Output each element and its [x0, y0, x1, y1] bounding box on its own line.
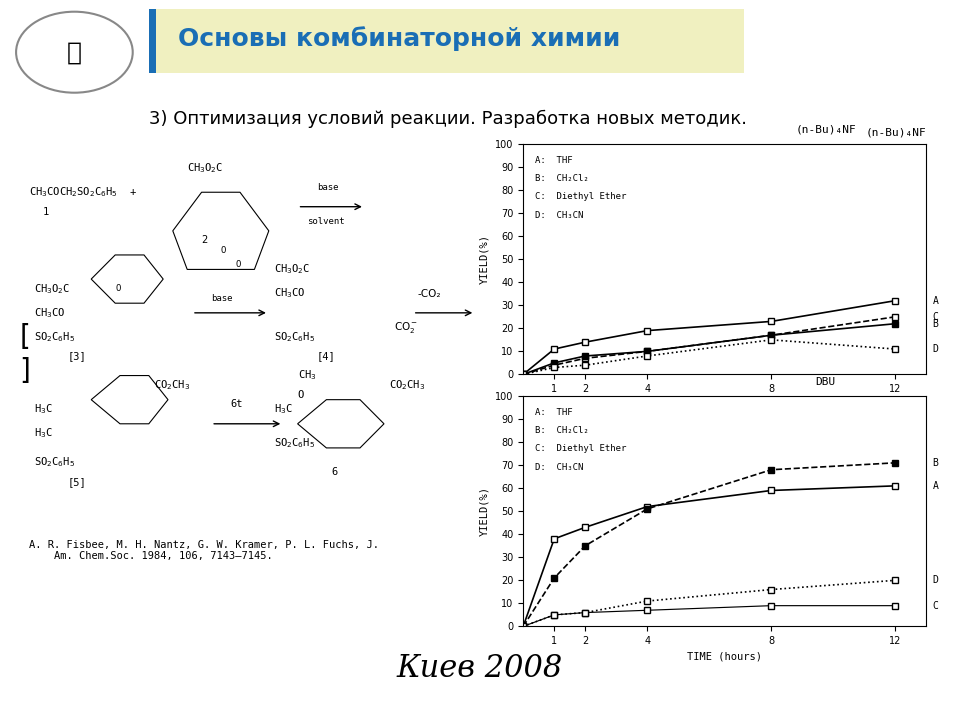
- Text: CO$_2$CH$_3$: CO$_2$CH$_3$: [389, 378, 425, 392]
- Text: CH$_3$COCH$_2$SO$_2$C$_6$H$_5$  +: CH$_3$COCH$_2$SO$_2$C$_6$H$_5$ +: [29, 185, 136, 199]
- Text: D:  CH₃CN: D: CH₃CN: [536, 463, 584, 472]
- Text: (n-Bu)₄NF: (n-Bu)₄NF: [795, 125, 856, 135]
- Text: CH$_3$CO: CH$_3$CO: [34, 306, 65, 320]
- Text: 6t: 6t: [230, 400, 243, 410]
- Text: ]: ]: [19, 356, 30, 384]
- Text: solvent: solvent: [307, 217, 345, 225]
- Text: H$_3$C: H$_3$C: [274, 402, 293, 416]
- Text: CH$_3$O$_2$C: CH$_3$O$_2$C: [34, 282, 70, 296]
- Text: D:  CH₃CN: D: CH₃CN: [536, 211, 584, 220]
- Text: (n-Bu)₄NF: (n-Bu)₄NF: [866, 127, 926, 138]
- Text: base: base: [211, 294, 232, 303]
- Text: 6: 6: [331, 467, 338, 477]
- Text: O: O: [115, 284, 121, 293]
- Text: O: O: [235, 260, 241, 269]
- Text: [3]: [3]: [67, 351, 86, 361]
- Text: C: C: [932, 312, 939, 322]
- Text: A. R. Fisbee, M. H. Nantz, G. W. Kramer, P. L. Fuchs, J.
    Am. Chem.Soc. 1984,: A. R. Fisbee, M. H. Nantz, G. W. Kramer,…: [29, 539, 379, 561]
- Text: D: D: [932, 344, 939, 354]
- Text: 3) Оптимизация условий реакции. Разработка новых методик.: 3) Оптимизация условий реакции. Разработ…: [149, 109, 747, 128]
- Text: Основы комбинаторной химии: Основы комбинаторной химии: [178, 27, 620, 51]
- Text: D: D: [932, 575, 939, 585]
- Text: O: O: [221, 246, 227, 255]
- Text: -CO₂: -CO₂: [418, 289, 441, 299]
- Y-axis label: YIELD(%): YIELD(%): [480, 486, 490, 536]
- X-axis label: TIME (hours): TIME (hours): [687, 652, 762, 662]
- Text: A: A: [932, 481, 939, 491]
- Text: [5]: [5]: [67, 477, 86, 487]
- Text: CH$_3$O$_2$C: CH$_3$O$_2$C: [274, 263, 310, 276]
- Text: [4]: [4]: [317, 351, 336, 361]
- Text: base: base: [317, 183, 338, 192]
- Text: 1: 1: [43, 207, 50, 217]
- Text: SO$_2$C$_6$H$_5$: SO$_2$C$_6$H$_5$: [274, 436, 315, 450]
- Text: Киев 2008: Киев 2008: [396, 652, 564, 684]
- Text: CO$_2^-$: CO$_2^-$: [394, 320, 418, 335]
- Text: C: C: [932, 600, 939, 611]
- Text: CO$_2$CH$_3$: CO$_2$CH$_3$: [154, 378, 190, 392]
- FancyBboxPatch shape: [149, 9, 156, 73]
- Text: A:  THF: A: THF: [536, 156, 573, 164]
- Text: H$_3$C: H$_3$C: [34, 402, 53, 416]
- Text: B: B: [932, 319, 939, 329]
- Text: CH$_3$O$_2$C: CH$_3$O$_2$C: [187, 161, 224, 175]
- Text: B:  CH₂Cl₂: B: CH₂Cl₂: [536, 174, 589, 183]
- FancyBboxPatch shape: [149, 9, 744, 73]
- Text: B: B: [932, 458, 939, 468]
- X-axis label: TIME (hours): TIME (hours): [687, 400, 762, 410]
- Text: DBU: DBU: [815, 377, 836, 387]
- Text: 2: 2: [202, 235, 208, 246]
- Text: O: O: [298, 390, 304, 400]
- Text: SO$_2$C$_6$H$_5$: SO$_2$C$_6$H$_5$: [34, 330, 75, 344]
- Text: SO$_2$C$_6$H$_5$: SO$_2$C$_6$H$_5$: [34, 456, 75, 469]
- Text: CH$_3$CO: CH$_3$CO: [274, 287, 305, 300]
- Text: 🏛: 🏛: [67, 40, 82, 64]
- Text: B:  CH₂Cl₂: B: CH₂Cl₂: [536, 426, 589, 435]
- Text: SO$_2$C$_6$H$_5$: SO$_2$C$_6$H$_5$: [274, 330, 315, 344]
- Text: H$_3$C: H$_3$C: [34, 426, 53, 441]
- Text: C:  Diethyl Ether: C: Diethyl Ether: [536, 444, 627, 454]
- Y-axis label: YIELD(%): YIELD(%): [480, 234, 490, 284]
- Text: C:  Diethyl Ether: C: Diethyl Ether: [536, 192, 627, 202]
- Text: [: [: [19, 323, 30, 351]
- Text: CH$_3$: CH$_3$: [298, 369, 316, 382]
- Text: A:  THF: A: THF: [536, 408, 573, 416]
- Text: A: A: [932, 296, 939, 306]
